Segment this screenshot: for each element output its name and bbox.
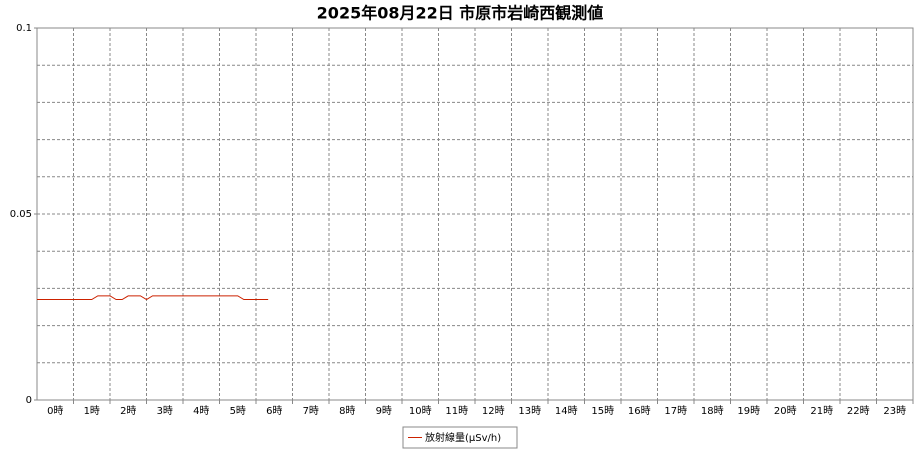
y-tick-label: 0 bbox=[26, 395, 32, 406]
x-tick-label: 14時 bbox=[555, 405, 578, 417]
x-tick-label: 15時 bbox=[591, 405, 614, 417]
x-tick-label: 20時 bbox=[774, 405, 797, 417]
x-tick-label: 6時 bbox=[266, 405, 282, 417]
x-tick-label: 8時 bbox=[339, 405, 355, 417]
x-tick-label: 18時 bbox=[701, 405, 724, 417]
legend-label: 放射線量(μSv/h) bbox=[425, 431, 501, 444]
legend: 放射線量(μSv/h) bbox=[402, 426, 518, 449]
x-tick-label: 13時 bbox=[518, 405, 541, 417]
chart-title: 2025年08月22日 市原市岩崎西観測値 bbox=[317, 4, 604, 23]
x-tick-label: 4時 bbox=[193, 405, 209, 417]
x-tick-label: 19時 bbox=[737, 405, 760, 417]
x-tick-label: 17時 bbox=[664, 405, 687, 417]
x-tick-label: 16時 bbox=[628, 405, 651, 417]
x-tick-label: 11時 bbox=[445, 405, 468, 417]
legend-box bbox=[402, 426, 518, 449]
x-tick-label: 23時 bbox=[883, 405, 906, 417]
y-tick-label: 0.1 bbox=[16, 23, 32, 34]
x-tick-label: 12時 bbox=[482, 405, 505, 417]
x-tick-label: 9時 bbox=[376, 405, 392, 417]
x-tick-label: 7時 bbox=[303, 405, 319, 417]
x-tick-label: 2時 bbox=[120, 405, 136, 417]
x-tick-label: 3時 bbox=[157, 405, 173, 417]
x-tick-label: 10時 bbox=[409, 405, 432, 417]
y-tick-label: 0.05 bbox=[10, 209, 32, 220]
plot-frame bbox=[36, 27, 914, 401]
x-tick-label: 22時 bbox=[847, 405, 870, 417]
x-tick-label: 5時 bbox=[230, 405, 246, 417]
line bbox=[37, 295, 269, 301]
x-tick-label: 21時 bbox=[810, 405, 833, 417]
x-tick-label: 1時 bbox=[84, 405, 100, 417]
x-tick-label: 0時 bbox=[47, 405, 63, 417]
